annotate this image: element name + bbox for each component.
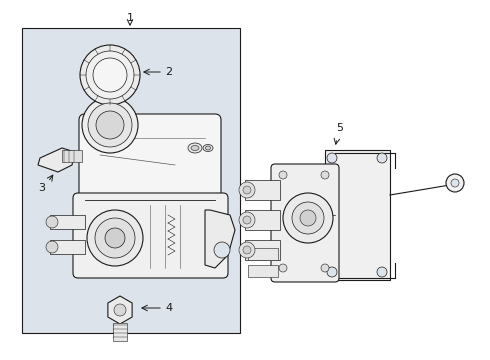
Bar bbox=[62, 150, 82, 162]
Circle shape bbox=[114, 304, 126, 316]
Circle shape bbox=[239, 182, 255, 198]
Ellipse shape bbox=[188, 143, 202, 153]
Circle shape bbox=[451, 179, 459, 187]
Circle shape bbox=[239, 212, 255, 228]
Circle shape bbox=[279, 264, 287, 272]
Circle shape bbox=[93, 58, 127, 92]
Circle shape bbox=[283, 193, 333, 243]
Circle shape bbox=[95, 218, 135, 258]
Circle shape bbox=[327, 153, 337, 163]
Circle shape bbox=[279, 171, 287, 179]
Circle shape bbox=[239, 242, 255, 258]
FancyBboxPatch shape bbox=[271, 164, 339, 282]
Circle shape bbox=[377, 267, 387, 277]
Circle shape bbox=[214, 242, 230, 258]
Circle shape bbox=[321, 264, 329, 272]
Circle shape bbox=[292, 202, 324, 234]
Bar bbox=[245, 240, 280, 260]
Bar bbox=[50, 240, 85, 254]
Circle shape bbox=[377, 153, 387, 163]
Circle shape bbox=[446, 174, 464, 192]
Circle shape bbox=[80, 45, 140, 105]
Ellipse shape bbox=[203, 144, 213, 152]
Circle shape bbox=[87, 210, 143, 266]
Bar bbox=[245, 210, 280, 230]
Text: 2: 2 bbox=[165, 67, 172, 77]
Bar bbox=[248, 248, 278, 260]
Circle shape bbox=[300, 210, 316, 226]
Text: 4: 4 bbox=[165, 303, 172, 313]
Bar bbox=[22, 28, 240, 333]
Ellipse shape bbox=[191, 145, 199, 150]
Bar bbox=[245, 180, 280, 200]
Circle shape bbox=[96, 111, 124, 139]
Bar bbox=[248, 265, 278, 277]
Circle shape bbox=[321, 171, 329, 179]
Bar bbox=[325, 150, 390, 280]
Bar bbox=[50, 215, 85, 229]
Circle shape bbox=[243, 216, 251, 224]
Circle shape bbox=[46, 216, 58, 228]
Text: 5: 5 bbox=[337, 123, 343, 133]
Bar bbox=[113, 323, 127, 341]
Circle shape bbox=[82, 97, 138, 153]
Ellipse shape bbox=[205, 146, 211, 150]
Polygon shape bbox=[38, 148, 75, 172]
Circle shape bbox=[105, 228, 125, 248]
Polygon shape bbox=[205, 210, 235, 268]
Text: 3: 3 bbox=[39, 183, 46, 193]
Circle shape bbox=[327, 267, 337, 277]
Circle shape bbox=[243, 186, 251, 194]
Circle shape bbox=[46, 241, 58, 253]
Text: 1: 1 bbox=[126, 13, 133, 23]
Circle shape bbox=[243, 246, 251, 254]
Polygon shape bbox=[108, 296, 132, 324]
FancyBboxPatch shape bbox=[79, 114, 221, 211]
FancyBboxPatch shape bbox=[73, 193, 228, 278]
Circle shape bbox=[86, 51, 134, 99]
Circle shape bbox=[88, 103, 132, 147]
